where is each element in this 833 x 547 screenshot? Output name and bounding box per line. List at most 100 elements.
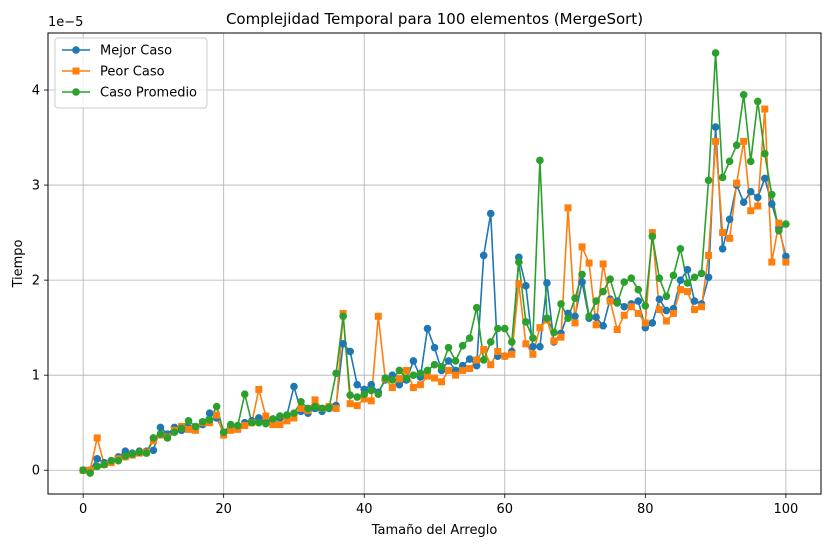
data-point <box>698 303 706 311</box>
data-point <box>599 321 607 330</box>
data-point <box>775 219 783 227</box>
data-point <box>782 252 790 261</box>
data-point <box>212 402 221 411</box>
data-point <box>360 390 369 398</box>
data-point <box>620 278 629 286</box>
data-point <box>353 380 362 389</box>
data-point <box>726 234 734 242</box>
data-point <box>606 275 614 283</box>
data-point <box>662 292 671 301</box>
data-point <box>255 385 263 393</box>
data-point <box>240 390 249 398</box>
data-point <box>219 428 228 437</box>
data-point <box>465 334 474 342</box>
data-point <box>423 366 432 375</box>
data-point <box>346 347 354 356</box>
data-point <box>86 469 94 477</box>
data-point <box>339 312 347 321</box>
legend-label: Peor Caso <box>100 65 165 80</box>
data-point <box>522 282 530 290</box>
data-point <box>114 456 123 465</box>
data-point <box>353 393 362 401</box>
data-point <box>149 434 158 442</box>
data-point <box>262 412 270 420</box>
legend-item-peor-caso: Peor Caso <box>62 65 165 80</box>
data-point <box>192 426 200 434</box>
data-point <box>761 105 769 113</box>
data-point <box>367 386 376 395</box>
data-point <box>93 434 101 442</box>
data-point <box>655 295 664 303</box>
data-point <box>585 259 593 267</box>
data-point <box>479 251 488 260</box>
data-point <box>269 421 277 429</box>
data-point <box>121 452 130 460</box>
data-point <box>719 229 727 237</box>
data-point <box>486 209 495 218</box>
data-point <box>571 319 579 327</box>
data-point <box>241 422 249 430</box>
data-point <box>444 343 453 352</box>
data-point <box>283 411 291 419</box>
data-point <box>557 333 565 341</box>
legend-box <box>54 37 208 109</box>
data-point <box>543 314 551 322</box>
x-tick-label: 0 <box>79 502 87 517</box>
data-point <box>374 312 382 320</box>
data-point <box>676 286 684 294</box>
data-point <box>662 317 670 325</box>
data-point <box>648 232 657 241</box>
data-point <box>662 306 671 315</box>
data-point <box>718 244 727 253</box>
data-point <box>451 357 460 365</box>
data-point <box>480 346 488 354</box>
data-point <box>395 380 404 389</box>
data-point <box>156 430 165 438</box>
data-point <box>163 434 172 442</box>
data-point <box>156 423 165 432</box>
x-tick-label: 20 <box>215 502 232 517</box>
data-point <box>79 466 87 475</box>
data-point <box>669 309 677 317</box>
data-point <box>690 297 699 305</box>
plot-frame <box>47 32 822 495</box>
data-point <box>191 422 200 431</box>
data-point <box>409 357 418 365</box>
data-point <box>508 350 516 358</box>
series-markers <box>79 49 790 477</box>
y-tick-label: 0 <box>32 464 40 479</box>
data-point <box>444 357 453 365</box>
data-point <box>704 273 713 282</box>
data-point <box>170 428 179 437</box>
data-point <box>620 302 629 311</box>
data-point <box>648 229 656 237</box>
data-point <box>627 274 636 283</box>
data-point <box>515 280 523 288</box>
data-point <box>353 402 361 410</box>
data-point <box>676 276 685 284</box>
data-point <box>746 187 755 196</box>
data-point <box>262 419 270 428</box>
data-point <box>297 404 305 412</box>
x-axis: 0 20 40 60 80 100 <box>79 494 798 517</box>
data-point <box>290 409 298 418</box>
data-point <box>304 404 312 413</box>
plot-area <box>48 33 821 494</box>
data-point <box>416 381 424 389</box>
data-point <box>613 299 622 307</box>
data-point <box>683 288 691 296</box>
data-point <box>712 137 720 145</box>
chart-title: Complejidad Temporal para 100 elementos … <box>226 10 643 28</box>
y-tick-label: 3 <box>32 179 40 194</box>
data-point <box>704 176 713 185</box>
data-point <box>578 270 586 279</box>
data-point <box>753 97 762 106</box>
data-point <box>360 395 368 403</box>
data-point <box>592 297 600 305</box>
legend-label: Caso Promedio <box>100 86 197 101</box>
data-point <box>465 355 474 363</box>
data-point <box>564 314 572 322</box>
data-point <box>247 418 256 427</box>
data-point <box>739 198 748 206</box>
data-point <box>501 352 509 360</box>
